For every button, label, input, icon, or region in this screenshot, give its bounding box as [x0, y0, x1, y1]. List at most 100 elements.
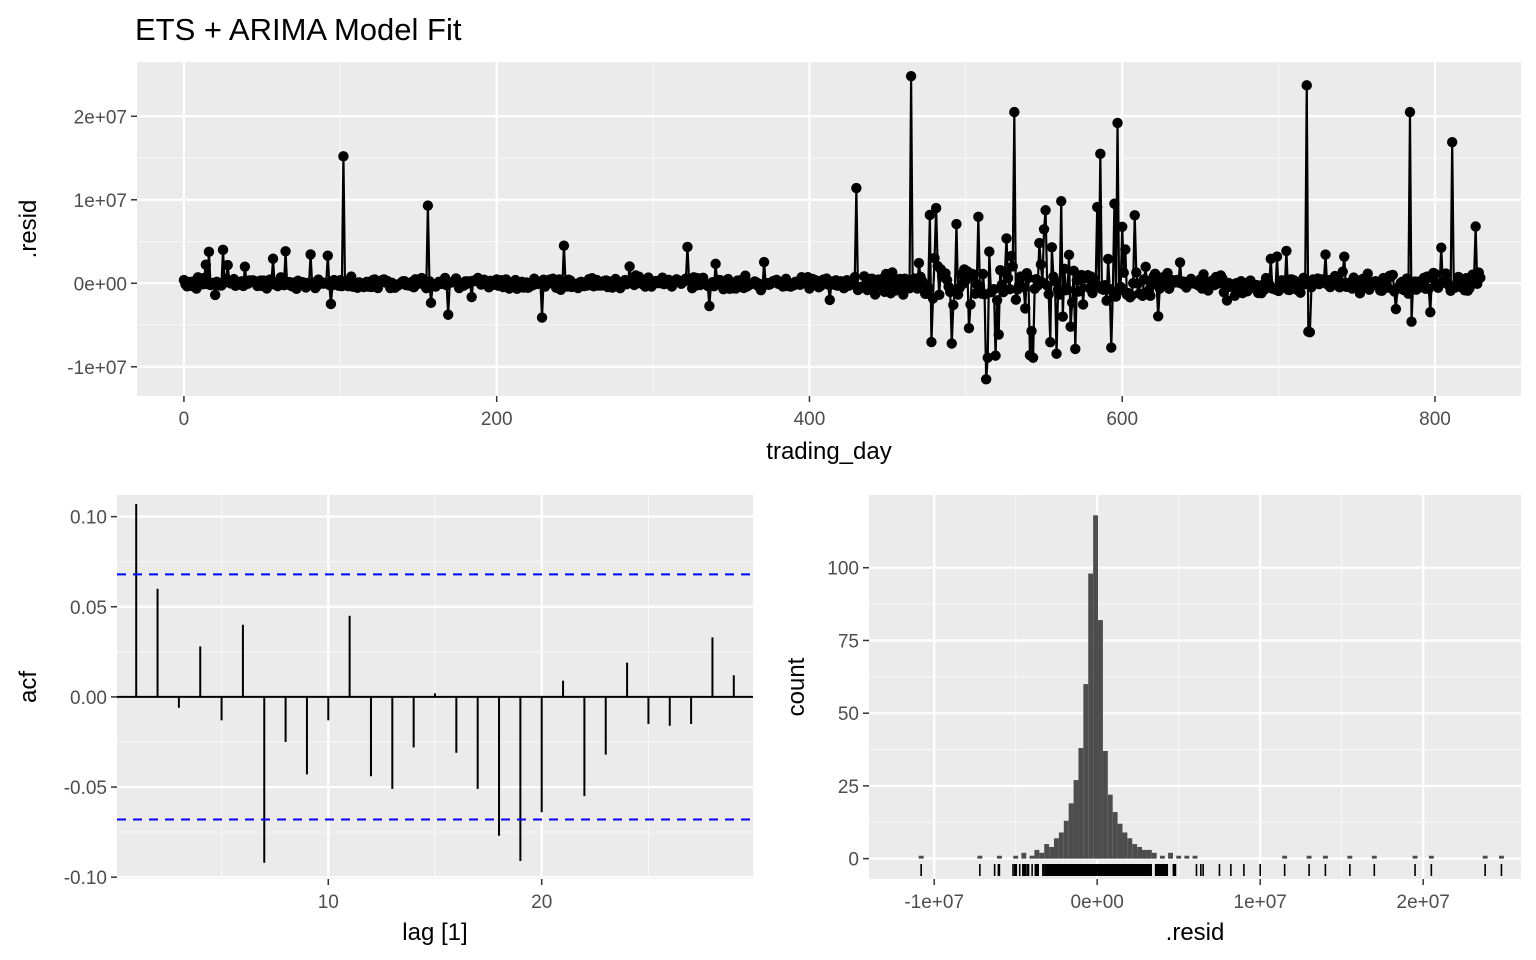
residual-point	[1095, 148, 1106, 160]
histogram-bar	[1306, 855, 1312, 859]
histogram-panel: -1e+07 0e+00 1e+07 2e+07 0 25 50 75 100 .resid c…	[783, 495, 1521, 946]
acf-x-tick-label: 20	[531, 892, 552, 913]
residual-point	[905, 70, 917, 82]
residual-point	[977, 268, 989, 280]
residual-point	[951, 218, 962, 230]
histogram-bar	[1482, 855, 1488, 859]
residual-point	[1027, 352, 1039, 363]
residual-point	[1101, 295, 1112, 306]
acf-y-axis-title: acf	[15, 671, 42, 703]
residual-point	[1131, 267, 1142, 278]
histogram-series	[918, 515, 1504, 876]
residuals-y-axis-title: .resid	[15, 200, 42, 259]
histogram-x-tick-label: 1e+07	[1234, 892, 1287, 913]
acf-y-tick-label: 0.05	[70, 598, 107, 619]
residual-point	[1109, 198, 1120, 209]
acf-y-tick-label: -0.10	[64, 868, 107, 889]
residual-point	[1429, 268, 1441, 280]
residual-point	[1066, 297, 1078, 308]
histogram-y-tick-label: 100	[827, 559, 859, 580]
residual-point	[1062, 284, 1073, 295]
residual-point	[993, 329, 1004, 340]
residual-point	[980, 374, 992, 385]
histogram-bar	[918, 855, 924, 859]
histogram-panel-background	[869, 495, 1521, 879]
residual-point	[1436, 242, 1447, 253]
histogram-bar	[1347, 855, 1353, 859]
residual-point	[1423, 283, 1434, 294]
residual-point	[682, 241, 693, 253]
residuals-series	[178, 70, 1486, 385]
histogram-bar	[1159, 855, 1165, 859]
histogram-bar	[996, 855, 1002, 859]
residual-point	[740, 270, 751, 281]
residual-point	[965, 299, 976, 310]
histogram-bar	[1078, 748, 1084, 859]
histogram-bar	[1428, 855, 1434, 859]
histogram-bar	[1098, 620, 1103, 859]
histogram-y-tick-label: 75	[838, 631, 859, 652]
residual-point	[1102, 253, 1114, 265]
residual-point	[1301, 80, 1312, 91]
residual-point	[1009, 106, 1020, 118]
residual-point	[930, 202, 942, 214]
residual-point	[1425, 306, 1436, 318]
residual-point	[1221, 295, 1233, 306]
residual-point	[991, 295, 1003, 306]
residual-point	[1320, 249, 1331, 260]
residual-point	[913, 257, 925, 269]
histogram-bar	[1093, 515, 1099, 859]
residual-point	[1271, 251, 1283, 262]
residuals-panel: 0 200 400 600 800 -1e+07 0e+00 1e+07 2e+07 tradi…	[15, 62, 1521, 465]
histogram-x-tick-label: 2e+07	[1397, 892, 1450, 913]
histogram-bar	[1044, 844, 1050, 859]
histogram-bar	[1117, 823, 1123, 859]
histogram-y-axis-title: count	[783, 657, 810, 716]
residual-point	[988, 284, 1000, 295]
residuals-x-tick-label: 600	[1106, 409, 1138, 430]
residual-point	[929, 252, 940, 264]
residual-point	[203, 246, 215, 257]
residual-point	[239, 261, 251, 272]
residual-point	[325, 298, 337, 310]
residuals-x-tick-label: 800	[1419, 409, 1451, 430]
histogram-y-tick-label: 0	[848, 850, 859, 871]
acf-x-axis-title: lag [1]	[402, 919, 467, 946]
acf-y-tick-label: 0.10	[70, 508, 107, 529]
histogram-y-tick-label: 50	[838, 704, 859, 725]
residual-point	[1362, 268, 1373, 279]
histogram-bar	[1151, 852, 1157, 859]
residual-point	[1041, 280, 1053, 291]
residual-point	[1065, 321, 1076, 332]
residual-point	[422, 200, 434, 211]
chart-title: ETS + ARIMA Model Fit	[135, 12, 462, 47]
residual-point	[1304, 327, 1316, 338]
residual-point	[209, 289, 221, 301]
histogram-bar	[1371, 855, 1377, 859]
residual-point	[1035, 259, 1047, 270]
residual-point	[338, 151, 349, 162]
residuals-axes: 0 200 400 600 800 -1e+07 0e+00 1e+07 2e+07	[67, 107, 1451, 430]
residual-point	[1446, 136, 1458, 148]
residual-point	[443, 309, 454, 320]
acf-x-tick-label: 10	[318, 892, 339, 913]
histogram-x-tick-label: 0e+00	[1071, 892, 1124, 913]
residual-point	[704, 300, 715, 312]
residual-point	[851, 182, 862, 194]
histogram-bar	[1412, 855, 1418, 859]
histogram-bar	[1083, 684, 1089, 859]
residual-point	[982, 352, 993, 363]
residual-point	[1049, 275, 1061, 287]
histogram-bar	[1088, 573, 1094, 859]
histogram-bar	[1058, 832, 1064, 859]
residual-point	[1046, 242, 1058, 253]
residual-point	[1059, 263, 1070, 275]
histogram-bar	[1107, 794, 1113, 859]
histogram-bar	[1021, 852, 1027, 859]
residual-point	[1470, 221, 1481, 232]
acf-y-tick-label: -0.05	[64, 778, 107, 799]
residual-point	[1092, 201, 1103, 213]
residual-point	[1074, 285, 1086, 297]
histogram-bar	[1073, 780, 1079, 859]
acf-panel: 10 20 -0.10 -0.05 0.00 0.05 0.10 lag [1] acf	[15, 495, 753, 946]
